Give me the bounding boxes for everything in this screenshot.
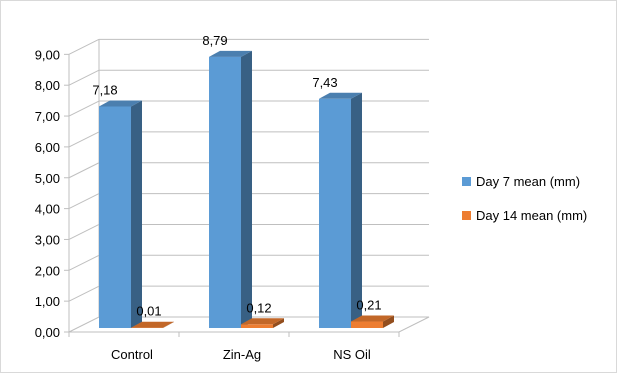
- bar: [319, 98, 351, 328]
- x-tick-label: Zin-Ag: [223, 347, 261, 362]
- bar: [209, 56, 241, 329]
- bar-side: [131, 100, 142, 328]
- bar-top: [319, 92, 362, 99]
- y-tick-label: 8,00: [35, 78, 60, 93]
- legend-item-day14: Day 14 mean (mm): [462, 204, 587, 226]
- gridline-side: [68, 285, 100, 302]
- gridline-side: [68, 193, 100, 210]
- data-label: 7,43: [312, 75, 337, 90]
- bar-side: [241, 50, 252, 329]
- legend-label-day14: Day 14 mean (mm): [476, 207, 588, 223]
- y-tick-label: 7,00: [35, 109, 60, 124]
- y-tick-label: 4,00: [35, 202, 60, 217]
- legend-swatch-day14: [462, 210, 471, 220]
- gridline-side: [68, 100, 100, 117]
- gridline-side: [68, 69, 100, 86]
- legend: Day 7 mean (mm) Day 14 mean (mm): [462, 170, 587, 238]
- data-label: 0,21: [356, 298, 381, 313]
- gridline-side: [68, 224, 100, 240]
- gridline-side: [68, 162, 100, 179]
- bar-top: [99, 100, 142, 107]
- legend-swatch-day7: [462, 176, 471, 186]
- gridline-side: [68, 38, 100, 55]
- bar-top: [241, 318, 284, 325]
- gridline-side: [68, 254, 100, 271]
- y-tick-label: 5,00: [35, 171, 60, 186]
- bar-side: [163, 321, 174, 328]
- bar: [351, 321, 383, 328]
- legend-label-day7: Day 7 mean (mm): [476, 173, 581, 189]
- bar: [99, 106, 131, 328]
- y-tick-label: 3,00: [35, 232, 60, 247]
- data-label: 0,01: [136, 304, 161, 319]
- bar-side: [351, 92, 362, 328]
- bar-side: [383, 315, 394, 328]
- bar-top: [209, 50, 252, 57]
- y-tick-label: 6,00: [35, 140, 60, 155]
- bar: [241, 324, 273, 328]
- y-tick-label: 2,00: [35, 263, 60, 278]
- data-label: 7,18: [92, 82, 117, 97]
- x-tick-label: Control: [111, 347, 153, 362]
- gridline-side: [68, 131, 100, 148]
- x-tick-label: NS Oil: [333, 347, 371, 362]
- y-tick-label: 0,00: [35, 325, 60, 340]
- y-tick-label: 1,00: [35, 294, 60, 309]
- bar-side: [273, 318, 284, 328]
- bar-top: [131, 321, 174, 328]
- bar-top: [351, 315, 394, 322]
- y-tick-label: 9,00: [35, 47, 60, 62]
- data-label: 8,79: [202, 33, 227, 48]
- data-label: 0,12: [246, 300, 271, 315]
- legend-item-day7: Day 7 mean (mm): [462, 170, 587, 192]
